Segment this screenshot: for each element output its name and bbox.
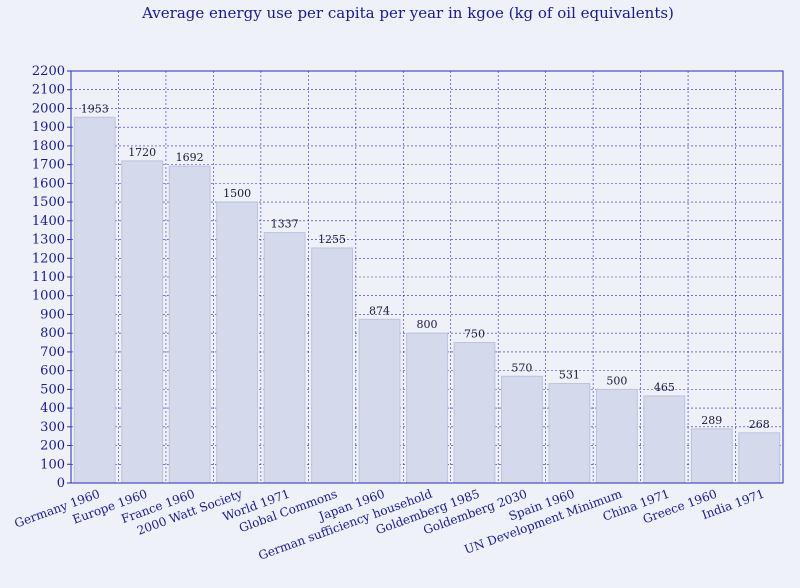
bars bbox=[73, 116, 781, 484]
y-tick-label: 2200 bbox=[32, 64, 65, 79]
y-tick-label: 300 bbox=[40, 420, 65, 435]
bar bbox=[548, 383, 591, 484]
data-label: 289 bbox=[701, 414, 722, 427]
y-tick-label: 1200 bbox=[32, 251, 65, 266]
data-label: 874 bbox=[369, 304, 390, 317]
y-tick-label: 200 bbox=[40, 439, 65, 454]
bar bbox=[263, 232, 306, 484]
bar bbox=[168, 165, 211, 484]
bar bbox=[311, 247, 353, 484]
y-tick-label: 1000 bbox=[32, 289, 65, 304]
y-tick-label: 1500 bbox=[32, 195, 65, 210]
y-tick-label: 1600 bbox=[32, 176, 65, 191]
data-label: 1337 bbox=[271, 218, 299, 231]
bar bbox=[643, 395, 686, 484]
y-tick-label: 1900 bbox=[32, 120, 65, 135]
data-label: 800 bbox=[417, 318, 438, 331]
data-label: 1255 bbox=[318, 233, 346, 246]
bar bbox=[358, 318, 401, 484]
bar bbox=[453, 342, 496, 484]
data-label: 570 bbox=[511, 361, 532, 374]
data-label: 1720 bbox=[128, 146, 156, 159]
y-tick-label: 800 bbox=[40, 326, 65, 341]
y-tick-label: 400 bbox=[40, 401, 65, 416]
y-tick-label: 900 bbox=[40, 307, 65, 322]
data-label: 531 bbox=[559, 369, 580, 382]
data-label: 1692 bbox=[176, 151, 204, 164]
data-labels: 1953 1720 1692 1500 1337 1255 874 800 750 570 531 5… bbox=[81, 102, 770, 431]
grid bbox=[70, 70, 784, 484]
y-tick-label: 2100 bbox=[32, 83, 65, 98]
axes bbox=[67, 70, 784, 484]
y-tick-label: 2000 bbox=[32, 101, 65, 116]
y-tick-label: 500 bbox=[40, 382, 65, 397]
bar bbox=[501, 375, 543, 484]
data-label: 1500 bbox=[223, 187, 251, 200]
data-label: 500 bbox=[606, 374, 627, 387]
plot-frame bbox=[70, 70, 784, 484]
y-tick-label: 0 bbox=[57, 476, 65, 491]
data-label: 1953 bbox=[81, 102, 109, 115]
bar bbox=[73, 116, 116, 484]
data-label: 268 bbox=[749, 418, 770, 431]
bar bbox=[216, 201, 259, 484]
y-tick-label: 1300 bbox=[32, 233, 65, 248]
bar bbox=[738, 432, 781, 484]
chart-title: Average energy use per capita per year i… bbox=[141, 4, 674, 22]
bar bbox=[121, 160, 164, 484]
y-tick-label: 1400 bbox=[32, 214, 65, 229]
y-tick-label: 1800 bbox=[32, 139, 65, 154]
y-tick-labels: 0 100 200 300 400 500 600 700 800 900 1000 1100 1200… bbox=[32, 64, 65, 491]
data-label: 465 bbox=[654, 381, 675, 394]
y-tick-label: 1700 bbox=[32, 158, 65, 173]
y-tick-label: 100 bbox=[40, 457, 65, 472]
data-label: 750 bbox=[464, 328, 485, 341]
y-tick-label: 600 bbox=[40, 364, 65, 379]
bar bbox=[690, 428, 733, 484]
bar bbox=[406, 332, 448, 484]
y-tick-label: 700 bbox=[40, 345, 65, 360]
y-tick-label: 1100 bbox=[32, 270, 65, 285]
bar bbox=[595, 388, 638, 484]
